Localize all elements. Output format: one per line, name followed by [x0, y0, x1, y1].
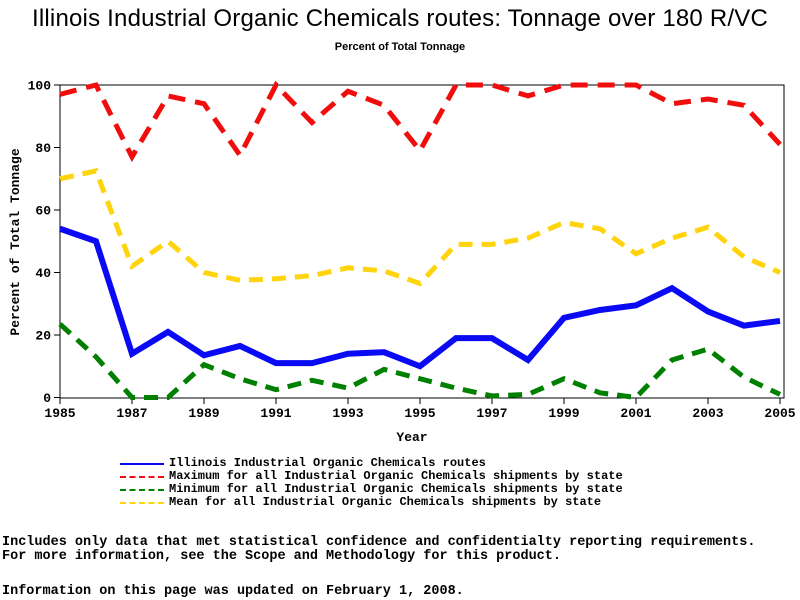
legend-label-mean: Mean for all Industrial Organic Chemical… — [169, 495, 602, 509]
series-line-illinois — [59, 225, 781, 370]
x-axis-tick-label: 2003 — [692, 406, 723, 421]
legend-item-mean: Mean for all Industrial Organic Chemical… — [120, 496, 623, 509]
y-axis-tick-label: 80 — [35, 141, 51, 156]
legend-line-sample-mean — [120, 501, 164, 504]
axis-frame — [59, 84, 785, 399]
legend-line-sample-minimum — [120, 488, 164, 491]
chart-subtitle: Percent of Total Tonnage — [334, 41, 466, 53]
legend-line-sample-maximum — [120, 475, 164, 478]
x-axis-tick-label: 2001 — [620, 406, 651, 421]
x-axis-tick-label: 1989 — [188, 406, 219, 421]
y-axis-tick-label: 0 — [43, 391, 51, 406]
legend-item-minimum: Minimum for all Industrial Organic Chemi… — [120, 483, 623, 496]
footnote-updated-date: Information on this page was updated on … — [2, 584, 464, 599]
x-axis-tick-label: 1985 — [44, 406, 75, 421]
y-axis-title: Percent of Total Tonnage — [8, 148, 23, 335]
series-line-minimum — [58, 322, 782, 401]
series-line-maximum — [59, 80, 782, 163]
chart-title: Illinois Industrial Organic Chemicals ro… — [32, 5, 768, 32]
y-axis-tick-label: 40 — [35, 266, 51, 281]
x-axis-tick-label: 1999 — [548, 406, 579, 421]
footnote-scope: For more information, see the Scope and … — [2, 549, 561, 564]
chart-legend: Illinois Industrial Organic Chemicals ro… — [120, 457, 623, 509]
legend-item-illinois: Illinois Industrial Organic Chemicals ro… — [120, 457, 623, 470]
x-axis-tick-label: 1987 — [116, 406, 147, 421]
legend-label-illinois: Illinois Industrial Organic Chemicals ro… — [169, 456, 486, 470]
legend-label-maximum: Maximum for all Industrial Organic Chemi… — [169, 469, 623, 483]
x-axis-tick-label: 1997 — [476, 406, 507, 421]
footnote-confidence: Includes only data that met statistical … — [2, 535, 756, 550]
x-axis-tick-label: 2005 — [764, 406, 795, 421]
y-axis-tick-label: 100 — [28, 79, 52, 94]
x-axis-tick-label: 1991 — [260, 406, 291, 421]
x-axis-tick-label: 1993 — [332, 406, 363, 421]
y-axis-tick-label: 20 — [35, 329, 51, 344]
legend-line-sample-illinois — [120, 462, 164, 465]
y-axis-tick-label: 60 — [35, 204, 51, 219]
legend-item-maximum: Maximum for all Industrial Organic Chemi… — [120, 470, 623, 483]
x-axis-tick-label: 1995 — [404, 406, 435, 421]
legend-label-minimum: Minimum for all Industrial Organic Chemi… — [169, 482, 623, 496]
series-line-mean — [59, 168, 781, 287]
x-axis-title: Year — [396, 430, 427, 445]
